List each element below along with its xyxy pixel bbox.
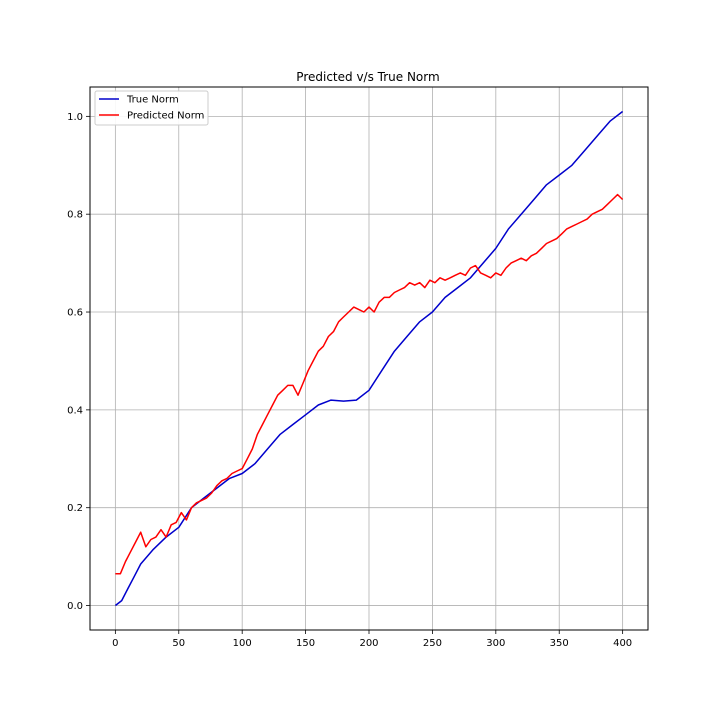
- x-tick-label: 250: [423, 638, 442, 649]
- x-tick-label: 0: [112, 638, 118, 649]
- y-tick-label: 0.6: [67, 308, 83, 319]
- x-tick-label: 350: [550, 638, 569, 649]
- x-tick-label: 50: [172, 638, 185, 649]
- y-tick-label: 1.0: [67, 112, 83, 123]
- y-tick-label: 0.0: [67, 601, 83, 612]
- legend-box: [94, 90, 209, 126]
- y-tick-label: 0.8: [67, 210, 83, 221]
- x-tick-label: 100: [233, 638, 252, 649]
- x-tick-label: 150: [296, 638, 315, 649]
- series-layer: [114, 110, 624, 607]
- grid: [90, 87, 648, 630]
- legend-label-true-norm: True Norm: [126, 95, 179, 106]
- x-tick-label: 300: [486, 638, 505, 649]
- y-tick-label: 0.2: [67, 503, 83, 514]
- series-line-predicted-norm: [115, 193, 624, 575]
- x-axis: 0 50 100 150 200 250 300 350 400: [112, 630, 632, 649]
- legend-label-predicted-norm: Predicted Norm: [127, 111, 204, 122]
- x-tick-label: 400: [613, 638, 632, 649]
- x-tick-label: 200: [359, 638, 378, 649]
- series-line-true-norm: [114, 110, 624, 607]
- y-tick-label: 0.4: [67, 405, 83, 416]
- legend: True Norm Predicted Norm: [94, 90, 209, 126]
- chart-title: Predicted v/s True Norm: [296, 70, 439, 84]
- y-axis: 0.0 0.2 0.4 0.6 0.8 1.0: [67, 112, 90, 612]
